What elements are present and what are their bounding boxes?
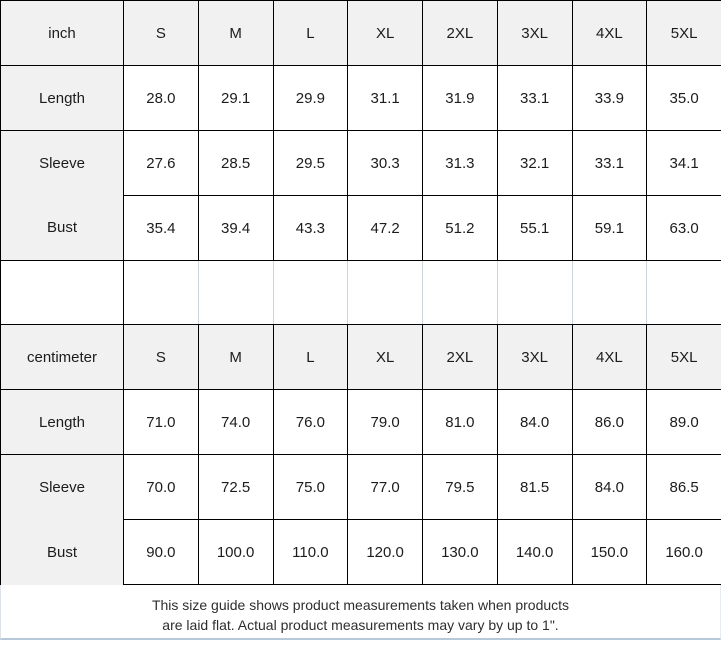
- spacer-cell: [272, 260, 349, 325]
- value-cell: 86.0: [571, 389, 648, 455]
- size-header-cell: M: [197, 324, 274, 390]
- value-cell: 79.5: [422, 454, 498, 520]
- cm-bust-row: Bust 90.0 100.0 110.0 120.0 130.0 140.0 …: [0, 519, 721, 585]
- cm-length-row: Length 71.0 74.0 76.0 79.0 81.0 84.0 86.…: [0, 389, 721, 455]
- value-cell: 81.5: [496, 454, 573, 520]
- value-cell: 30.3: [347, 130, 423, 196]
- value-cell: 29.9: [272, 65, 349, 131]
- value-cell: 84.0: [496, 389, 573, 455]
- inch-sleeve-row: Sleeve 27.6 28.5 29.5 30.3 31.3 32.1 33.…: [0, 130, 721, 196]
- value-cell: 51.2: [422, 195, 498, 261]
- size-header-cell: M: [197, 0, 274, 66]
- value-cell: 160.0: [646, 519, 721, 585]
- value-cell: 84.0: [571, 454, 648, 520]
- size-header-cell: 3XL: [496, 0, 573, 66]
- size-header-cell: 2XL: [422, 0, 498, 66]
- value-cell: 35.4: [123, 195, 199, 261]
- size-header-cell: 4XL: [571, 0, 648, 66]
- value-cell: 63.0: [646, 195, 721, 261]
- unit-header-cell-inch: inch: [0, 0, 124, 66]
- row-label-cell: Length: [0, 389, 124, 455]
- value-cell: 110.0: [272, 519, 349, 585]
- row-label-cell: Sleeve: [0, 454, 124, 520]
- size-header-cell: 5XL: [646, 324, 721, 390]
- spacer-cell: [571, 260, 648, 325]
- size-guide-table: inch S M L XL 2XL 3XL 4XL 5XL Length 28.…: [0, 0, 721, 585]
- value-cell: 77.0: [347, 454, 423, 520]
- row-label-cell: Length: [0, 65, 124, 131]
- spacer-cell: [646, 260, 721, 325]
- value-cell: 75.0: [272, 454, 349, 520]
- size-header-cell: L: [272, 0, 349, 66]
- inch-length-row: Length 28.0 29.1 29.9 31.1 31.9 33.1 33.…: [0, 65, 721, 131]
- value-cell: 90.0: [123, 519, 199, 585]
- value-cell: 55.1: [496, 195, 573, 261]
- spacer-cell: [0, 260, 124, 325]
- value-cell: 81.0: [422, 389, 498, 455]
- value-cell: 29.1: [197, 65, 274, 131]
- value-cell: 43.3: [272, 195, 349, 261]
- value-cell: 79.0: [347, 389, 423, 455]
- value-cell: 28.5: [197, 130, 274, 196]
- value-cell: 72.5: [197, 454, 274, 520]
- value-cell: 33.1: [496, 65, 573, 131]
- value-cell: 31.9: [422, 65, 498, 131]
- spacer-cell: [197, 260, 274, 325]
- value-cell: 29.5: [272, 130, 349, 196]
- row-label-cell: Bust: [0, 195, 124, 261]
- value-cell: 31.1: [347, 65, 423, 131]
- cm-sleeve-row: Sleeve 70.0 72.5 75.0 77.0 79.5 81.5 84.…: [0, 454, 721, 520]
- value-cell: 39.4: [197, 195, 274, 261]
- value-cell: 76.0: [272, 389, 349, 455]
- value-cell: 28.0: [123, 65, 199, 131]
- value-cell: 33.1: [571, 130, 648, 196]
- spacer-cell: [347, 260, 423, 325]
- size-header-cell: 3XL: [496, 324, 573, 390]
- value-cell: 74.0: [197, 389, 274, 455]
- footnote-line-2: are laid flat. Actual product measuremen…: [162, 617, 559, 633]
- value-cell: 33.9: [571, 65, 648, 131]
- value-cell: 130.0: [422, 519, 498, 585]
- size-header-cell: S: [123, 0, 199, 66]
- inch-header-row: inch S M L XL 2XL 3XL 4XL 5XL: [0, 0, 721, 66]
- footnote-line-1: This size guide shows product measuremen…: [151, 597, 570, 613]
- spacer-cell: [422, 260, 498, 325]
- row-label-cell: Bust: [0, 519, 124, 585]
- value-cell: 86.5: [646, 454, 721, 520]
- size-header-cell: 4XL: [571, 324, 648, 390]
- value-cell: 71.0: [123, 389, 199, 455]
- size-header-cell: L: [272, 324, 349, 390]
- value-cell: 100.0: [197, 519, 274, 585]
- footnote: This size guide shows product measuremen…: [0, 585, 721, 640]
- value-cell: 89.0: [646, 389, 721, 455]
- value-cell: 70.0: [123, 454, 199, 520]
- size-header-cell: S: [123, 324, 199, 390]
- size-header-cell: 5XL: [646, 0, 721, 66]
- spacer-cell: [123, 260, 199, 325]
- unit-header-cell-centimeter: centimeter: [0, 324, 124, 390]
- row-label-cell: Sleeve: [0, 130, 124, 196]
- size-header-cell: 2XL: [422, 324, 498, 390]
- value-cell: 27.6: [123, 130, 199, 196]
- size-header-cell: XL: [347, 0, 423, 66]
- value-cell: 31.3: [422, 130, 498, 196]
- value-cell: 47.2: [347, 195, 423, 261]
- inch-bust-row: Bust 35.4 39.4 43.3 47.2 51.2 55.1 59.1 …: [0, 195, 721, 261]
- cm-header-row: centimeter S M L XL 2XL 3XL 4XL 5XL: [0, 324, 721, 390]
- value-cell: 150.0: [571, 519, 648, 585]
- value-cell: 140.0: [496, 519, 573, 585]
- spacer-row: [0, 260, 721, 325]
- size-header-cell: XL: [347, 324, 423, 390]
- spacer-cell: [496, 260, 573, 325]
- value-cell: 120.0: [347, 519, 423, 585]
- value-cell: 32.1: [496, 130, 573, 196]
- value-cell: 35.0: [646, 65, 721, 131]
- value-cell: 34.1: [646, 130, 721, 196]
- value-cell: 59.1: [571, 195, 648, 261]
